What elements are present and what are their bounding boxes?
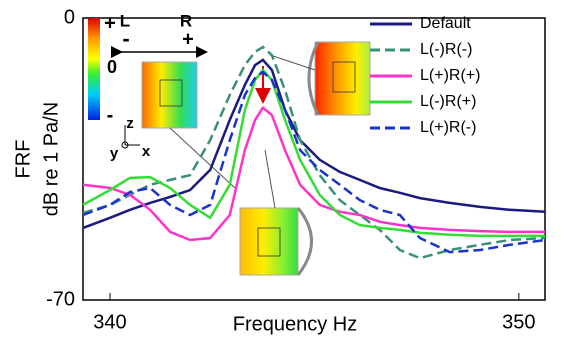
annotation: + (182, 28, 194, 50)
legend-label: L(-)R(+) (420, 93, 476, 110)
x-axis-label: Frequency Hz (233, 313, 358, 335)
annotation: 0 (107, 57, 117, 77)
colorbar (88, 18, 100, 120)
y-tick-label: -70 (46, 288, 75, 310)
chart: Frequency Hz FRF dB re 1 Pa/N 340 350 0 -70… (0, 0, 562, 338)
annotation: x (142, 143, 151, 160)
y-tick-label: 0 (64, 6, 75, 28)
legend-label: Default (420, 15, 471, 32)
x-tick-label: 350 (502, 311, 535, 333)
connector (265, 150, 275, 208)
annotation: z (126, 115, 134, 132)
y-axis-label: FRF (12, 140, 34, 179)
annotation: + (104, 12, 116, 34)
inset-image (240, 208, 298, 275)
annotation: y (110, 145, 119, 162)
insets (88, 18, 370, 275)
legend-label: L(+)R(+) (420, 67, 480, 84)
plot-area (83, 18, 545, 300)
x-tick-label: 340 (93, 311, 126, 333)
plot-frame (83, 18, 545, 300)
annotation: - (122, 26, 129, 51)
bracket (298, 208, 312, 275)
y-axis-label: dB re 1 Pa/N (40, 102, 62, 217)
inset-image (142, 62, 197, 128)
legend-label: L(-)R(-) (420, 41, 472, 58)
legend-label: L(+)R(-) (420, 119, 476, 136)
annotation: - (107, 104, 114, 126)
inset-image (315, 42, 370, 115)
